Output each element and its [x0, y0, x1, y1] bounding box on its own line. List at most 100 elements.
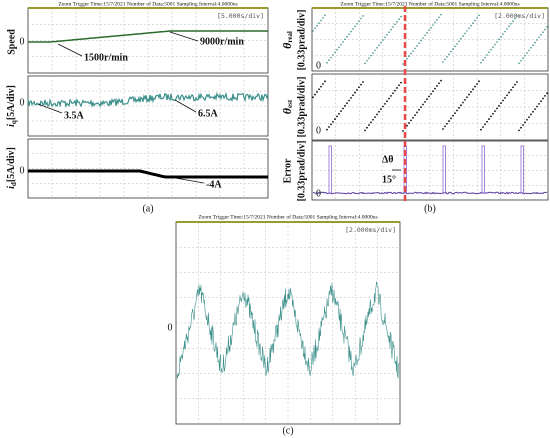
trace-dot: [314, 27, 316, 30]
trace-dot: [506, 28, 508, 30]
delta-theta: Δθ: [382, 154, 394, 165]
trace-dot: [504, 30, 506, 33]
header-a: Zoom Trigger Time:15/7/2021 Number of Da…: [58, 0, 237, 7]
trace-dot: [338, 112, 340, 115]
trace-dot: [474, 85, 476, 88]
trace-dot: [374, 49, 376, 52]
trace-dot: [398, 18, 400, 20]
trace-dot: [336, 115, 338, 118]
trace-dot: [358, 86, 360, 89]
trace-dot: [468, 93, 470, 96]
trace-dot: [532, 110, 534, 113]
trace-dot: [510, 89, 512, 91]
trace-dot: [470, 24, 472, 27]
trace-dot: [368, 57, 370, 59]
trace-dot: [312, 96, 314, 99]
trace-dot: [484, 56, 486, 59]
trace-dot: [412, 50, 414, 52]
iq-var: i: [6, 124, 17, 127]
trace-dot: [360, 17, 362, 20]
trace-dot: [384, 36, 386, 39]
trace-dot: [368, 124, 370, 126]
arrow: [174, 177, 205, 184]
trace-dot: [400, 15, 402, 18]
trace-dot: [378, 44, 380, 46]
trace-dot: [432, 90, 434, 93]
trace-dot: [346, 35, 348, 38]
trace-dot: [322, 17, 324, 19]
trace-dot: [454, 45, 456, 48]
trace-dot: [524, 121, 526, 124]
trace: [27, 91, 269, 109]
trace-dot: [316, 91, 318, 93]
trace-dot: [542, 97, 544, 100]
trace-dot: [534, 41, 536, 44]
trace-dot: [498, 38, 500, 41]
trace-dot: [432, 24, 434, 26]
trace-dot: [380, 108, 382, 111]
trace-dot: [546, 92, 548, 95]
trace-dot: [362, 81, 364, 83]
arrow: [57, 43, 83, 57]
trace-dot: [508, 91, 510, 94]
error-spike: [328, 145, 332, 194]
error-spike: [481, 145, 485, 194]
arrow: [174, 99, 197, 113]
theta-real-label: θreal: [280, 31, 294, 49]
trace-dot: [380, 41, 382, 44]
trace-dot: [392, 92, 394, 95]
trace-dot: [356, 22, 358, 25]
unit: [0.33prad/div]: [296, 10, 307, 71]
trace-dot: [366, 126, 368, 129]
trace-dot: [426, 32, 428, 34]
trace-dot: [420, 106, 422, 109]
trace-dot: [414, 47, 416, 50]
trace-dot: [462, 35, 464, 37]
trace-dot: [498, 104, 500, 107]
header-b: Zoom Trigger Time:15/7/2021 Number of Da…: [340, 0, 519, 7]
trace-dot: [526, 52, 528, 54]
iq-label: iq[5A/div]: [6, 85, 17, 127]
trace-dot: [490, 48, 492, 51]
trace-dot: [326, 128, 328, 131]
trace-dot: [448, 120, 450, 122]
trace-dot: [488, 118, 490, 120]
trace-dot: [502, 99, 504, 102]
trace-dot: [466, 96, 468, 99]
annotations-a: [37, 31, 205, 184]
trace-dot: [514, 83, 516, 86]
trace-dot: [376, 46, 378, 49]
trace-dot: [484, 123, 486, 126]
zero-b: 0: [316, 60, 321, 71]
trace-dot: [496, 107, 498, 110]
trace-dot: [422, 103, 424, 106]
trace-dot: [526, 118, 528, 121]
trace-dot: [546, 26, 548, 28]
trace-dot: [342, 41, 344, 43]
trace-dot: [410, 119, 412, 122]
trace-dot: [476, 17, 478, 19]
trace-dot: [458, 106, 460, 109]
trace-dot: [482, 59, 484, 61]
trace-dot: [436, 19, 438, 21]
trace-dot: [428, 29, 430, 32]
trace-dot: [328, 126, 330, 128]
trace-dot: [444, 58, 446, 61]
trace-dot: [452, 114, 454, 117]
trace-dot: [318, 22, 320, 24]
trace-dot: [538, 36, 540, 39]
trace-dot: [312, 30, 314, 32]
trace-dot: [482, 126, 484, 128]
trace-dot: [396, 20, 398, 23]
trace-dot: [372, 118, 374, 121]
trace-dot: [534, 108, 536, 111]
timebase-c: [2.000ms/div]: [345, 226, 396, 234]
trace-dot: [388, 31, 390, 33]
trace-dot: [516, 81, 518, 83]
trace-dot: [508, 25, 510, 28]
panel-b: [311, 6, 549, 202]
trace-dot: [472, 22, 474, 24]
trace-dot: [518, 62, 520, 65]
trace-dot: [514, 17, 516, 20]
trace-dot: [338, 46, 340, 48]
